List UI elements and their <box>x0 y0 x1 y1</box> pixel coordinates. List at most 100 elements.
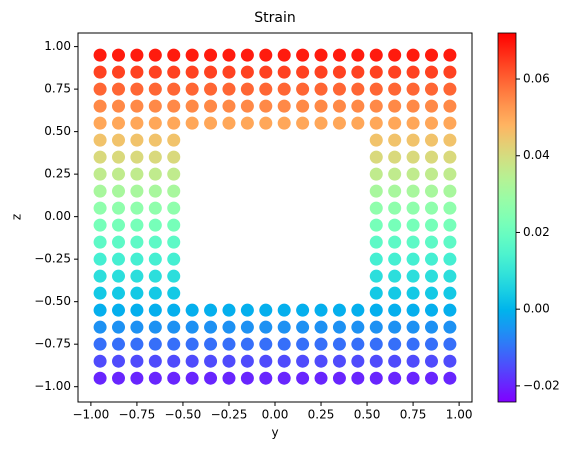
point <box>93 184 107 198</box>
y-tick-label: 1.00 <box>44 39 71 53</box>
point <box>185 371 199 385</box>
point <box>443 133 457 147</box>
point <box>204 337 218 351</box>
point <box>167 269 181 283</box>
point <box>424 371 438 385</box>
point <box>424 252 438 266</box>
colorbar-tick-label: 0.00 <box>523 302 550 316</box>
point <box>167 320 181 334</box>
point <box>112 337 126 351</box>
x-tick-label: −0.75 <box>119 408 156 422</box>
point <box>296 303 310 317</box>
point <box>443 286 457 300</box>
point <box>167 167 181 181</box>
point <box>204 354 218 368</box>
point <box>167 303 181 317</box>
x-tick-label: 1.00 <box>446 408 473 422</box>
point <box>112 167 126 181</box>
point <box>148 218 162 232</box>
point <box>93 320 107 334</box>
point <box>406 269 420 283</box>
point <box>388 201 402 215</box>
colorbar-tick-label: 0.04 <box>523 148 550 162</box>
point <box>112 82 126 96</box>
point <box>369 286 383 300</box>
point <box>424 48 438 62</box>
point <box>296 99 310 113</box>
point <box>424 303 438 317</box>
point <box>424 65 438 79</box>
point <box>296 354 310 368</box>
point <box>130 82 144 96</box>
point <box>369 167 383 181</box>
point <box>388 252 402 266</box>
point <box>259 48 273 62</box>
y-tick-label: 0.50 <box>44 124 71 138</box>
colorbar-tick-label: 0.06 <box>523 72 550 86</box>
point <box>406 303 420 317</box>
point <box>332 303 346 317</box>
point <box>406 116 420 130</box>
point <box>388 354 402 368</box>
y-tick-label: 0.75 <box>44 82 71 96</box>
point <box>369 201 383 215</box>
point <box>148 286 162 300</box>
point <box>130 303 144 317</box>
point <box>130 133 144 147</box>
point <box>351 354 365 368</box>
point <box>332 65 346 79</box>
point <box>424 218 438 232</box>
point <box>204 371 218 385</box>
point <box>443 218 457 232</box>
point <box>93 201 107 215</box>
point <box>93 133 107 147</box>
points <box>93 48 457 385</box>
point <box>388 286 402 300</box>
point <box>148 82 162 96</box>
x-tick-label: −1.00 <box>72 408 109 422</box>
point <box>351 99 365 113</box>
point <box>296 371 310 385</box>
point <box>130 371 144 385</box>
point <box>443 167 457 181</box>
point <box>443 320 457 334</box>
point <box>93 116 107 130</box>
point <box>406 184 420 198</box>
point <box>424 201 438 215</box>
point <box>332 371 346 385</box>
colorbar <box>497 32 517 403</box>
point <box>406 354 420 368</box>
point <box>130 252 144 266</box>
point <box>406 286 420 300</box>
point <box>406 320 420 334</box>
point <box>148 303 162 317</box>
y-tick-label: −0.25 <box>34 252 71 266</box>
point <box>130 286 144 300</box>
point <box>443 82 457 96</box>
point <box>277 82 291 96</box>
point <box>167 235 181 249</box>
point <box>167 82 181 96</box>
point <box>112 201 126 215</box>
point <box>112 371 126 385</box>
point <box>93 167 107 181</box>
point <box>222 82 236 96</box>
point <box>130 48 144 62</box>
point <box>130 116 144 130</box>
point <box>112 320 126 334</box>
point <box>93 286 107 300</box>
point <box>388 184 402 198</box>
point <box>369 133 383 147</box>
point <box>424 286 438 300</box>
point <box>369 354 383 368</box>
point <box>222 354 236 368</box>
point <box>314 337 328 351</box>
point <box>277 48 291 62</box>
point <box>167 65 181 79</box>
point <box>296 48 310 62</box>
point <box>148 354 162 368</box>
point <box>148 252 162 266</box>
point <box>240 116 254 130</box>
point <box>388 150 402 164</box>
